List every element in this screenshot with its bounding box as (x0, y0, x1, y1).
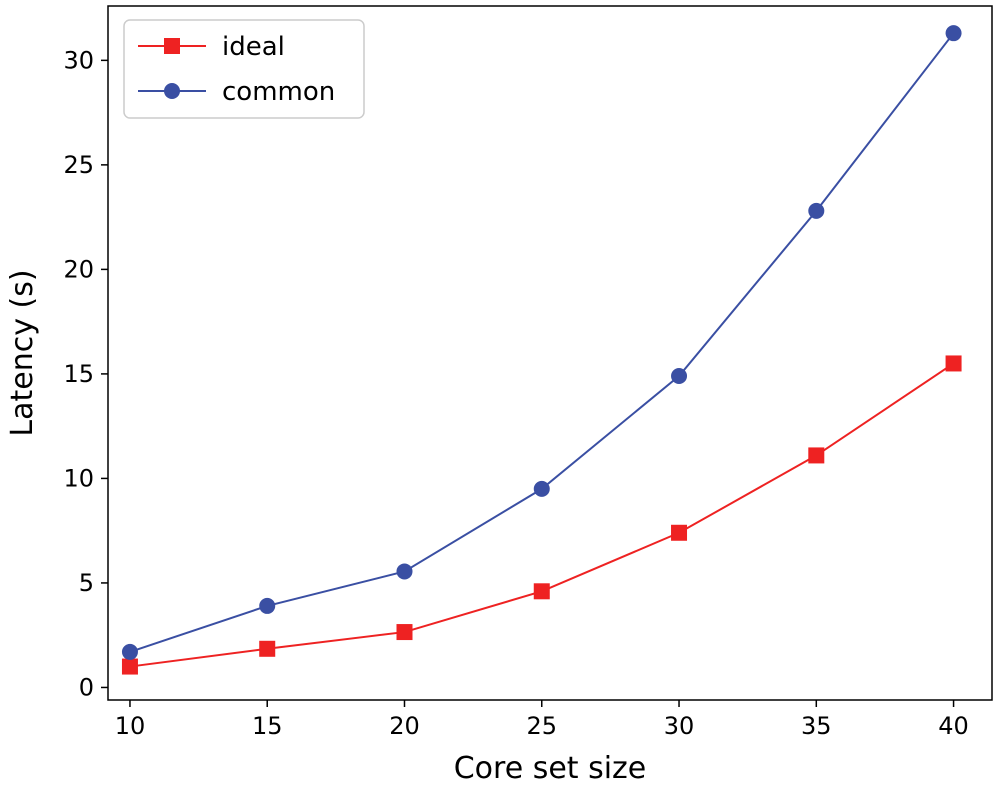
common-point-15 (259, 597, 276, 614)
y-tick-label: 15 (63, 360, 94, 388)
x-ticks (129, 700, 955, 707)
legend-ideal-label: ideal (222, 32, 285, 62)
common-point-35 (808, 202, 825, 219)
legend-common-marker (164, 83, 180, 99)
y-tick-labels: 0 5 10 15 20 25 30 (63, 46, 94, 701)
y-tick-label: 20 (63, 255, 94, 283)
x-tick-label: 40 (938, 712, 969, 740)
common-point-25 (533, 480, 550, 497)
ideal-point-35 (808, 447, 825, 464)
y-tick-label: 30 (63, 46, 94, 74)
ideal-point-10 (121, 658, 138, 675)
x-tick-label: 25 (526, 712, 557, 740)
x-tick-label: 30 (664, 712, 695, 740)
y-tick-label: 5 (79, 569, 94, 597)
common-series-line (129, 32, 955, 653)
x-tick-label: 15 (252, 712, 283, 740)
x-tick-label: 10 (115, 712, 146, 740)
legend: ideal common (123, 19, 365, 119)
ideal-point-30 (671, 524, 688, 541)
common-point-10 (121, 643, 138, 660)
series-common (121, 25, 962, 660)
y-tick-label: 0 (79, 673, 94, 701)
common-point-30 (671, 367, 688, 384)
x-tick-label: 20 (389, 712, 420, 740)
common-point-20 (396, 563, 413, 580)
x-tick-label: 35 (801, 712, 832, 740)
ideal-point-20 (396, 624, 413, 641)
y-tick-label: 10 (63, 464, 94, 492)
y-tick-label: 25 (63, 151, 94, 179)
y-axis-label: Latency (s) (5, 269, 40, 436)
x-tick-labels: 10 15 20 25 30 35 40 (115, 712, 969, 740)
plot-frame (107, 5, 993, 701)
x-axis-label: Core set size (454, 751, 647, 785)
legend-ideal-marker (164, 38, 180, 54)
series-group (121, 25, 962, 675)
common-point-40 (945, 25, 962, 42)
ideal-series-line (129, 362, 955, 668)
legend-common-label: common (222, 77, 335, 107)
legend-box (123, 19, 365, 119)
ideal-point-40 (945, 355, 962, 372)
y-ticks (101, 59, 108, 689)
ideal-point-15 (259, 640, 276, 657)
series-ideal (121, 355, 962, 675)
ideal-point-25 (533, 583, 550, 600)
